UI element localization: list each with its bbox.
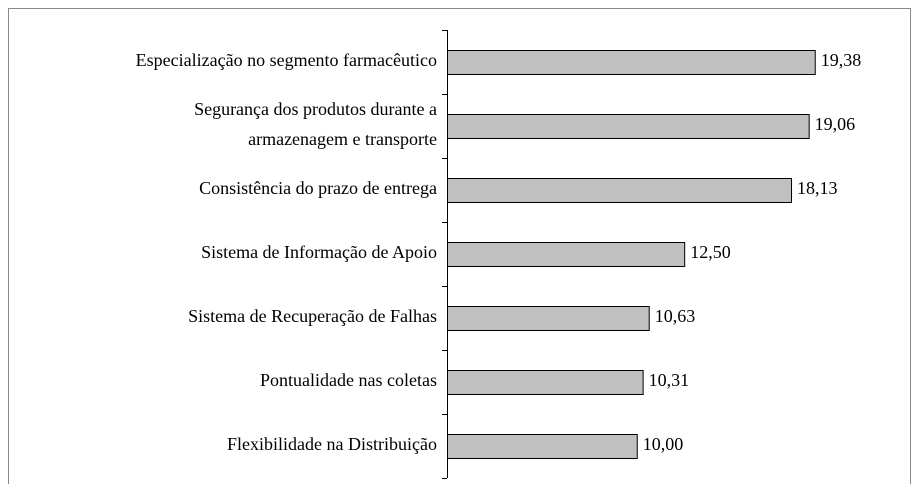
bar xyxy=(447,178,793,203)
y-tick-label: Segurança dos produtos durante a armazena… xyxy=(194,99,437,149)
chart-border xyxy=(8,8,911,484)
value-label: 10,31 xyxy=(649,370,690,390)
y-tick-label: Flexibilidade na Distribuição xyxy=(227,434,437,454)
y-tick-label: Consistência do prazo de entrega xyxy=(199,178,437,198)
bar xyxy=(447,370,644,395)
value-label: 18,13 xyxy=(797,178,838,198)
value-label: 10,00 xyxy=(643,434,684,454)
value-label: 12,50 xyxy=(690,242,731,262)
value-label: 10,63 xyxy=(655,306,696,326)
bar xyxy=(447,50,816,75)
value-label: 19,38 xyxy=(821,50,862,70)
value-label: 19,06 xyxy=(815,114,856,134)
y-tick-label: Sistema de Informação de Apoio xyxy=(201,242,437,262)
bar xyxy=(447,242,686,267)
y-tick-label: Especialização no segmento farmacêutico xyxy=(136,50,437,70)
bar xyxy=(447,434,638,459)
bar xyxy=(447,114,810,139)
y-tick-label: Sistema de Recuperação de Falhas xyxy=(188,306,437,326)
y-tick-label: Pontualidade nas coletas xyxy=(260,370,437,390)
bar xyxy=(447,306,650,331)
